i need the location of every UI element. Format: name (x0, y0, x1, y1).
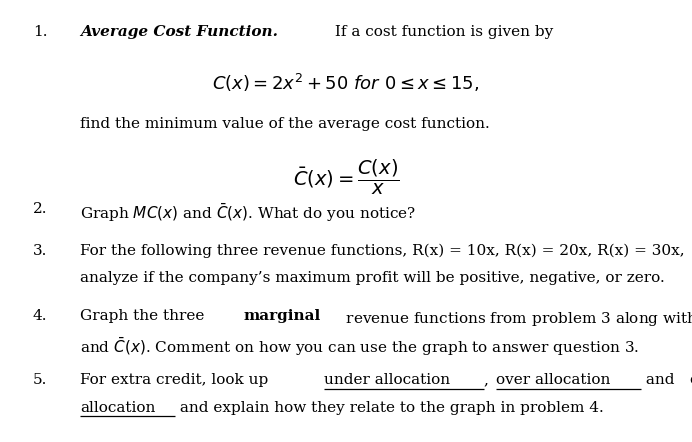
Text: $\bar{C}(x) = \dfrac{C(x)}{x}$: $\bar{C}(x) = \dfrac{C(x)}{x}$ (293, 158, 399, 197)
Text: Graph the three: Graph the three (80, 309, 210, 323)
Text: 1.: 1. (33, 25, 47, 39)
Text: revenue functions from problem 3 along with $\mathit{MC}(x)$: revenue functions from problem 3 along w… (341, 309, 692, 328)
Text: Average Cost Function.: Average Cost Function. (80, 25, 278, 39)
Text: $C(x) = 2x^2 + 50\ \mathit{for}\ 0 \leq x \leq 15,$: $C(x) = 2x^2 + 50\ \mathit{for}\ 0 \leq … (212, 72, 480, 94)
Text: 2.: 2. (33, 202, 47, 216)
Text: allocation: allocation (80, 401, 156, 415)
Text: and explain how they relate to the graph in problem 4.: and explain how they relate to the graph… (176, 401, 604, 415)
Text: If a cost function is given by: If a cost function is given by (330, 25, 554, 39)
Text: For extra credit, look up: For extra credit, look up (80, 373, 273, 388)
Text: find the minimum value of the average cost function.: find the minimum value of the average co… (80, 117, 490, 131)
Text: and $\bar{C}(x)$. Comment on how you can use the graph to answer question 3.: and $\bar{C}(x)$. Comment on how you can… (80, 336, 639, 358)
Text: efficient: efficient (689, 373, 692, 388)
Text: over allocation: over allocation (496, 373, 610, 388)
Text: 5.: 5. (33, 373, 47, 388)
Text: Graph $\mathit{MC}(x)$ and $\bar{C}(x)$. What do you notice?: Graph $\mathit{MC}(x)$ and $\bar{C}(x)$.… (80, 202, 417, 224)
Text: 4.: 4. (33, 309, 47, 323)
Text: 3.: 3. (33, 244, 47, 258)
Text: analyze if the company’s maximum profit will be positive, negative, or zero.: analyze if the company’s maximum profit … (80, 271, 665, 285)
Text: and: and (641, 373, 679, 388)
Text: For the following three revenue functions, R(x) = 10x, R(x) = 20x, R(x) = 30x,: For the following three revenue function… (80, 244, 685, 258)
Text: ,: , (484, 373, 493, 388)
Text: under allocation: under allocation (325, 373, 450, 388)
Text: marginal: marginal (244, 309, 321, 323)
